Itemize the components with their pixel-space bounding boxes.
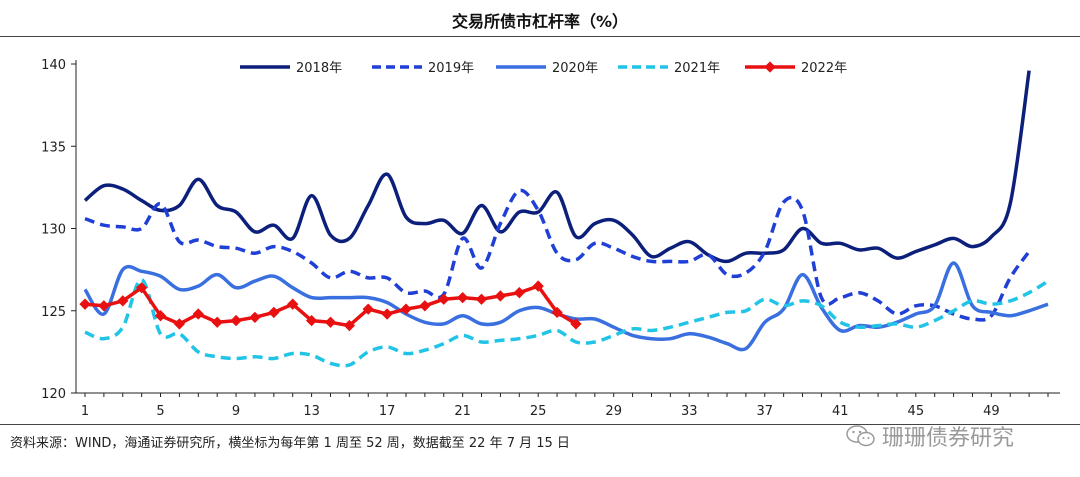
top-rule	[0, 36, 1080, 37]
series-marker-point	[173, 318, 186, 330]
series-marker-point	[381, 308, 393, 320]
x-tick-label: 1	[81, 404, 89, 419]
series-marker-point	[192, 308, 204, 320]
series-layer	[79, 70, 1049, 368]
series-marker-point	[230, 314, 242, 327]
chart-title: 交易所债市杠杆率（%）	[451, 12, 629, 31]
series-marker-point	[324, 316, 337, 328]
axes: 120 125 130 135 140 1 5 9 13 17 21 25 29 33 37 41 45 49	[41, 58, 1060, 419]
y-tick-label: 130	[41, 223, 66, 238]
legend: 2018年 2019年 2020年 2021年 2022年	[240, 61, 847, 76]
x-tick-label: 13	[303, 404, 320, 419]
legend-label-2: 2020年	[552, 61, 598, 76]
x-tick-label: 5	[156, 404, 164, 419]
x-tick-label: 45	[908, 404, 925, 419]
series-line-0	[83, 70, 1031, 264]
x-tick-label: 37	[756, 404, 773, 419]
x-tick-label: 25	[530, 404, 547, 419]
y-tick-label: 140	[41, 58, 66, 73]
series-marker-point	[475, 293, 488, 305]
x-tick-label: 49	[983, 404, 1000, 419]
legend-label-1: 2019年	[428, 61, 474, 76]
series-line-3	[84, 277, 1049, 368]
source-note: 资料来源：WIND，海通证券研究所，横坐标为每年第 1 周至 52 周，数据截至…	[10, 436, 570, 451]
watermark: 珊珊债券研究	[846, 420, 1014, 452]
series-marker-point	[362, 303, 374, 315]
series-marker-point	[494, 290, 507, 302]
series-marker-point	[400, 303, 412, 315]
legend-marker	[764, 61, 776, 73]
series-marker-point	[268, 306, 280, 319]
wechat-icon	[846, 425, 875, 447]
line-chart: 120 125 130 135 140 1 5 9 13 17 21 25 29 33 37 41 45 49 2…	[41, 58, 1060, 419]
series-marker-point	[117, 295, 129, 307]
series-line-2	[83, 261, 1049, 352]
legend-label-4: 2022年	[801, 61, 847, 76]
watermark-text: 珊珊债券研究	[882, 426, 1015, 451]
x-tick-label: 41	[832, 404, 849, 419]
y-tick-label: 120	[41, 387, 66, 402]
bottom-rule	[0, 424, 1080, 425]
x-tick-label: 29	[605, 404, 622, 419]
series-marker-point	[438, 293, 450, 305]
x-tick-label: 33	[681, 404, 698, 419]
series-marker-point	[135, 282, 148, 294]
series-marker-point	[513, 287, 525, 299]
series-marker-point	[211, 316, 223, 328]
series-marker-point	[456, 291, 469, 304]
y-tick-label: 125	[41, 305, 66, 320]
x-tick-label: 17	[379, 404, 396, 419]
series-marker-point	[305, 314, 318, 327]
series-marker-point	[249, 311, 261, 324]
y-tick-label: 135	[41, 140, 66, 155]
x-tick-label: 21	[454, 404, 471, 419]
series-marker-point	[287, 298, 299, 310]
legend-label-3: 2021年	[674, 61, 720, 76]
series-marker-point	[419, 300, 431, 312]
series-line-1	[84, 188, 1031, 322]
legend-label-0: 2018年	[296, 61, 342, 76]
x-tick-label: 9	[232, 404, 240, 419]
